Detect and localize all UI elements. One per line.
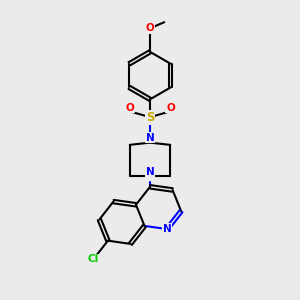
Text: O: O xyxy=(125,103,134,113)
Text: N: N xyxy=(146,167,154,177)
Text: Cl: Cl xyxy=(88,254,99,264)
Text: N: N xyxy=(163,224,172,234)
Text: O: O xyxy=(146,23,154,33)
Text: N: N xyxy=(146,133,154,142)
Text: S: S xyxy=(146,111,154,124)
Text: O: O xyxy=(166,103,175,113)
